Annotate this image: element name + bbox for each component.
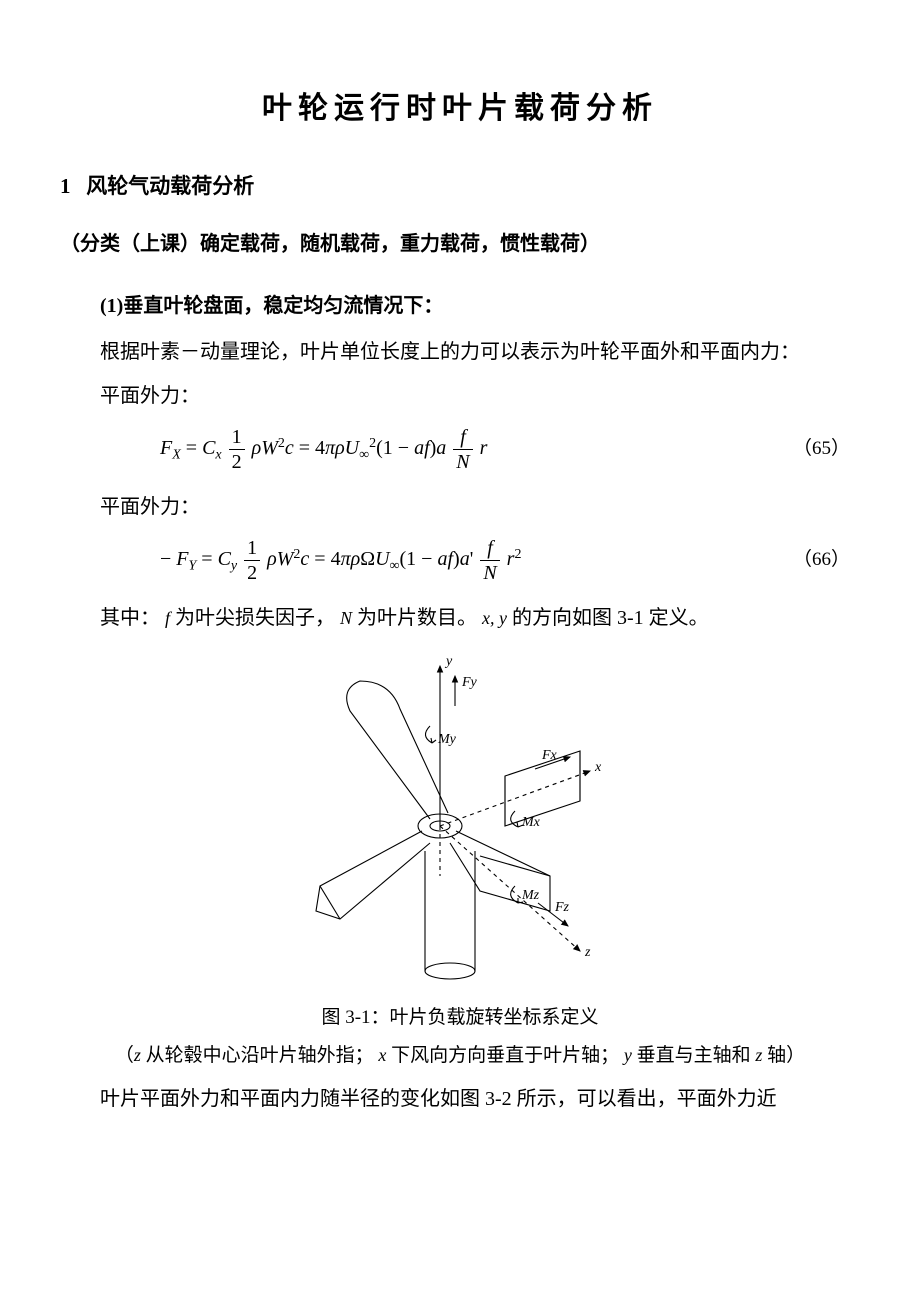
note-text-d: 的方向如图 3-1 定义。 bbox=[512, 607, 709, 629]
axis-label-z: z bbox=[584, 945, 591, 960]
note-text-a: 其中： bbox=[100, 607, 160, 629]
classification-line: （分类（上课）确定载荷，随机载荷，重力载荷，惯性载荷） bbox=[60, 225, 860, 263]
figure-caption: 图 3-1：叶片负载旋转坐标系定义 bbox=[60, 1000, 860, 1036]
equation-66: − FY = Cy 12 ρW2c = 4πρΩU∞(1 − af)a' fN … bbox=[60, 536, 860, 585]
fsub-a: （ bbox=[115, 1045, 134, 1066]
equation-66-number: （66） bbox=[793, 542, 860, 578]
figure-subcaption: （z 从轮毂中心沿叶片轴外指； x 下风向方向垂直于叶片轴； y 垂直与主轴和 … bbox=[60, 1038, 860, 1074]
axis-label-x: x bbox=[594, 760, 602, 775]
fsub-e: 轴） bbox=[762, 1045, 805, 1066]
equation-65-body: FX = Cx 12 ρW2c = 4πρU∞2(1 − af)a fN r bbox=[60, 425, 793, 474]
moment-label-my: My bbox=[437, 732, 457, 747]
force-label-fy: Fy bbox=[461, 675, 478, 690]
fsub-b: 从轮毂中心沿叶片轴外指； bbox=[141, 1045, 379, 1066]
equation-65: FX = Cx 12 ρW2c = 4πρU∞2(1 − af)a fN r （… bbox=[60, 425, 860, 474]
section-number: 1 bbox=[60, 174, 71, 198]
figure-number: 图 3-1： bbox=[321, 1007, 389, 1028]
figure-caption-text: 叶片负载旋转坐标系定义 bbox=[390, 1007, 599, 1028]
page-title: 叶轮运行时叶片载荷分析 bbox=[60, 80, 860, 137]
section-title-text: 风轮气动载荷分析 bbox=[86, 174, 254, 198]
note-var-n: N bbox=[340, 608, 352, 628]
equation-note: 其中： f 为叶尖损失因子， N 为叶片数目。 x, y 的方向如图 3-1 定… bbox=[60, 599, 860, 637]
fsub-c: 下风向方向垂直于叶片轴； bbox=[386, 1045, 624, 1066]
paragraph-theory: 根据叶素－动量理论，叶片单位长度上的力可以表示为叶轮平面外和平面内力： bbox=[60, 333, 860, 371]
moment-label-mx: Mx bbox=[521, 815, 541, 830]
note-text-b: 为叶尖损失因子， bbox=[175, 607, 340, 629]
force-label-fx: Fx bbox=[541, 748, 558, 763]
blade-diagram-svg: y Fy My x Fx Mx z Fz Mz bbox=[280, 651, 640, 981]
axis-label-y: y bbox=[444, 654, 453, 669]
equation-66-body: − FY = Cy 12 ρW2c = 4πρΩU∞(1 − af)a' fN … bbox=[60, 536, 793, 585]
section-heading: 1 风轮气动载荷分析 bbox=[60, 167, 860, 207]
note-var-xy: x, y bbox=[482, 608, 507, 628]
subsection-heading: (1)垂直叶轮盘面，稳定均匀流情况下： bbox=[60, 287, 860, 325]
fsub-d: 垂直与主轴和 bbox=[632, 1045, 756, 1066]
label-out-of-plane-1: 平面外力： bbox=[60, 377, 860, 415]
moment-label-mz: Mz bbox=[521, 888, 540, 903]
fsub-z: z bbox=[134, 1045, 141, 1065]
force-label-fz: Fz bbox=[554, 900, 570, 915]
fsub-y: y bbox=[624, 1045, 632, 1065]
figure-3-1: y Fy My x Fx Mx z Fz Mz bbox=[60, 651, 860, 992]
label-out-of-plane-2: 平面外力： bbox=[60, 488, 860, 526]
equation-65-number: （65） bbox=[793, 431, 860, 467]
note-text-c: 为叶片数目。 bbox=[357, 607, 482, 629]
note-var-f: f bbox=[165, 608, 170, 628]
paragraph-last: 叶片平面外力和平面内力随半径的变化如图 3-2 所示，可以看出，平面外力近 bbox=[60, 1080, 860, 1118]
